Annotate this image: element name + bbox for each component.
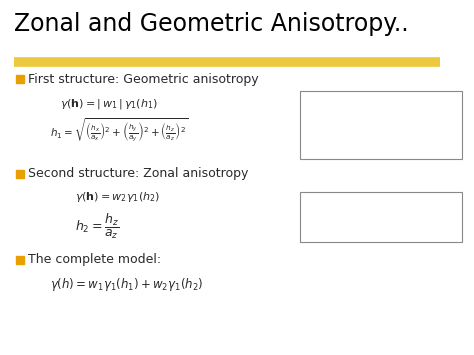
Text: with a sill of $^{w_2}$ and exists: with a sill of $^{w_2}$ and exists: [305, 197, 430, 209]
Bar: [300, 192, 462, 242]
Bar: [16, 170, 24, 178]
Bar: [16, 256, 24, 264]
Text: $h_2 = \dfrac{h_z}{a_z}$: $h_2 = \dfrac{h_z}{a_z}$: [75, 212, 119, 241]
Bar: [300, 91, 462, 159]
Text: $\gamma(h) = w_1\gamma_1(h_1)+w_2\gamma_1(h_2)$: $\gamma(h) = w_1\gamma_1(h_1)+w_2\gamma_…: [50, 276, 203, 293]
Text: Zonal and Geometric Anisotropy..: Zonal and Geometric Anisotropy..: [14, 12, 409, 36]
Text: $\gamma(\mathbf{h}) =|\,w_1\,|\,\gamma_1(h_1)$: $\gamma(\mathbf{h}) =|\,w_1\,|\,\gamma_1…: [60, 97, 158, 111]
Text: An isotropic model along x: An isotropic model along x: [305, 96, 435, 106]
Text: only in the $h_z$ direction: only in the $h_z$ direction: [305, 217, 417, 231]
Text: The complete model:: The complete model:: [28, 253, 161, 267]
Text: Second structure: Zonal anisotropy: Second structure: Zonal anisotropy: [28, 168, 248, 180]
Text: of  $w_1$ and a range of 1: of $w_1$ and a range of 1: [305, 134, 418, 148]
Text: and y directions with a sill: and y directions with a sill: [305, 115, 433, 125]
Text: First structure: Geometric anisotropy: First structure: Geometric anisotropy: [28, 72, 259, 86]
Bar: [16, 75, 24, 83]
Text: $h_1 = \sqrt{\left(\frac{h_x}{a_x}\right)^2+\left(\frac{h_y}{a_y}\right)^2+\left: $h_1 = \sqrt{\left(\frac{h_x}{a_x}\right…: [50, 116, 188, 144]
Text: $\gamma(\mathbf{h}) = w_2\gamma_1(h_2)$: $\gamma(\mathbf{h}) = w_2\gamma_1(h_2)$: [75, 190, 160, 204]
